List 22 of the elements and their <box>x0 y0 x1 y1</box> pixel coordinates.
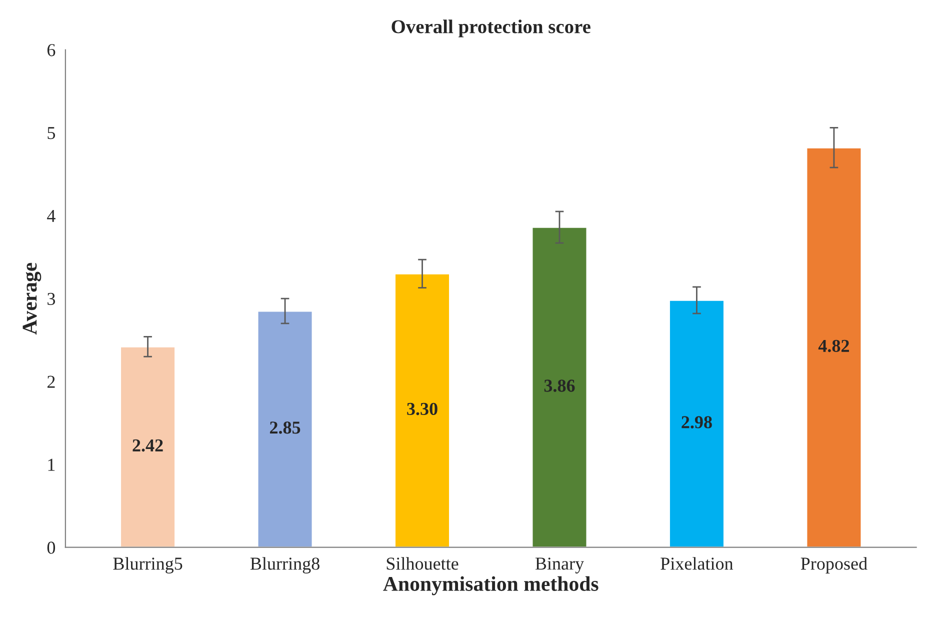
x-tick-label: Silhouette <box>386 557 458 570</box>
y-tick-label: 3 <box>48 292 56 305</box>
data-label: 2.42 <box>132 439 163 452</box>
x-axis-title: Anonymisation methods <box>383 576 598 596</box>
y-tick-label: 0 <box>47 542 56 554</box>
chart-title: Overall protection score <box>392 20 590 38</box>
data-label: 4.82 <box>818 340 849 352</box>
data-label: 3.30 <box>407 402 438 416</box>
data-label: 2.98 <box>682 416 712 428</box>
y-tick-label: 6 <box>47 44 56 56</box>
y-tick-label: 4 <box>47 210 56 222</box>
x-tick-label: Pixelation <box>660 557 734 570</box>
y-axis-title: Average <box>22 262 42 335</box>
y-tick-label: 2 <box>47 376 55 388</box>
x-tick-label: Blurring8 <box>250 557 320 574</box>
data-label: 3.86 <box>544 380 575 392</box>
x-tick-label: Blurring5 <box>113 557 182 574</box>
x-tick-label: Binary <box>535 558 584 574</box>
y-tick-label: 1 <box>48 458 55 471</box>
data-label: 2.85 <box>270 422 300 434</box>
x-tick-label: Proposed <box>800 557 868 574</box>
y-tick-label: 5 <box>48 127 56 140</box>
